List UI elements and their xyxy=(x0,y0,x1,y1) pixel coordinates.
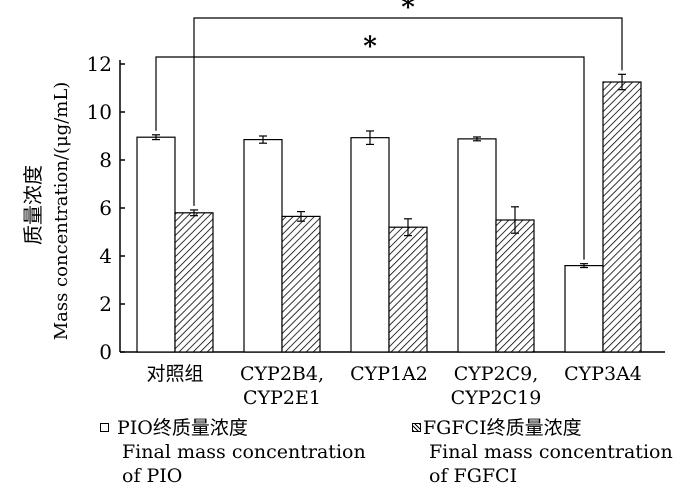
significance-marker: * xyxy=(401,0,415,23)
legend-pio-swatch xyxy=(100,423,109,432)
legend-fgfci-line-2: Final mass concentration xyxy=(429,441,673,463)
y-tick-label: 6 xyxy=(99,196,112,220)
bar-pio xyxy=(564,265,604,353)
x-tick-label: CYP1A2 xyxy=(350,363,428,385)
legend-pio-label-cn: PIO终质量浓度 xyxy=(117,417,248,439)
x-tick-label: CYP2B4, xyxy=(240,363,324,385)
significance-bracket xyxy=(155,56,585,260)
y-tick-label: 0 xyxy=(99,340,112,364)
legend-pio: PIO终质量浓度 Final mass concentration of PIO xyxy=(100,416,366,488)
bar-fgfci xyxy=(388,226,428,353)
bar-pio xyxy=(350,137,390,353)
legend-fgfci-swatch xyxy=(412,423,421,432)
x-tick-label: 对照组 xyxy=(146,363,203,385)
legend-pio-line-2: Final mass concentration xyxy=(122,441,366,463)
y-axis-label-cn: 质量浓度 xyxy=(21,165,45,245)
significance-marker: * xyxy=(363,32,377,62)
bar-pio xyxy=(243,139,283,353)
legend-fgfci: FGFCI终质量浓度 Final mass concentration of F… xyxy=(412,416,673,488)
bar-fgfci xyxy=(495,219,535,353)
bar-fgfci xyxy=(602,81,642,353)
y-tick-label: 8 xyxy=(99,148,112,172)
legend-fgfci-label-cn: FGFCI终质量浓度 xyxy=(423,417,582,439)
x-tick-label: CYP3A4 xyxy=(564,363,642,385)
bar-pio xyxy=(457,138,497,353)
y-tick-label: 10 xyxy=(87,100,112,124)
y-tick-label: 4 xyxy=(99,244,112,268)
bars xyxy=(136,73,642,353)
x-tick-label: CYP2C9, xyxy=(454,363,539,385)
legend-fgfci-line-1: FGFCI终质量浓度 xyxy=(412,416,673,440)
x-tick-label: CYP2C19 xyxy=(451,387,542,409)
x-tick-label: CYP2E1 xyxy=(243,387,321,409)
bar-fgfci xyxy=(174,212,214,353)
y-axis-label-en: Mass concentration/(μg/mL) xyxy=(51,82,72,341)
y-axis: 0 2 4 6 8 10 12 xyxy=(87,52,665,364)
significance-brackets: ** xyxy=(155,0,623,260)
legend-pio-line-1: PIO终质量浓度 xyxy=(100,416,366,440)
bar-pio xyxy=(136,136,176,353)
bar-fgfci xyxy=(281,215,321,353)
significance-bracket xyxy=(193,17,623,206)
y-tick-label: 12 xyxy=(87,52,112,76)
legend-fgfci-line-3: of FGFCI xyxy=(429,465,518,487)
x-axis-labels: 对照组 CYP2B4,CYP2E1 CYP1A2 CYP2C9,CYP2C19 CYP3… xyxy=(146,363,641,409)
legend-pio-line-3: of PIO xyxy=(122,465,183,487)
y-tick-label: 2 xyxy=(99,292,112,316)
